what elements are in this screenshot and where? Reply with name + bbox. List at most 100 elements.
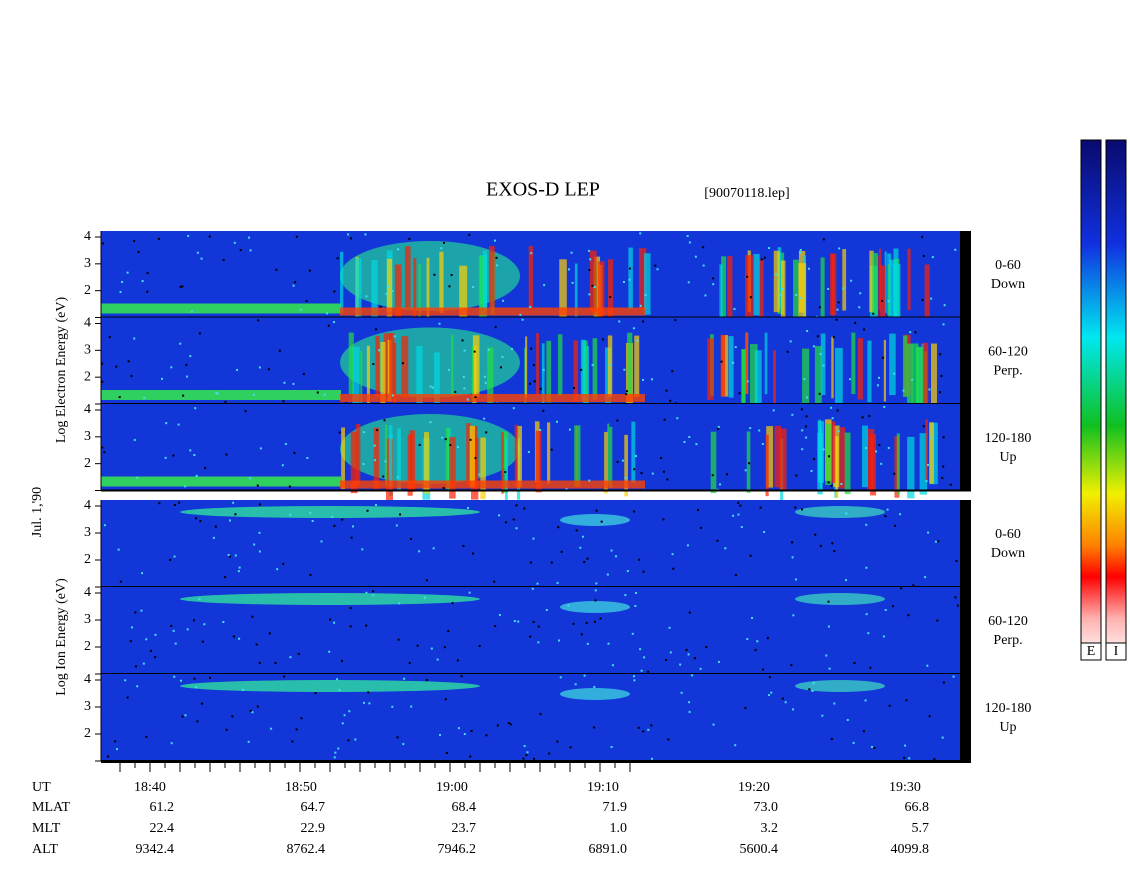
spectrogram-speck <box>189 449 192 452</box>
spectrogram-speck <box>493 580 496 583</box>
spectrogram-speck <box>289 513 292 516</box>
pitch-angle-label: 120-180 <box>985 701 1032 716</box>
spectrogram-streak <box>480 437 486 500</box>
spectrogram-speck <box>669 651 672 654</box>
spectrogram-streak <box>393 342 397 405</box>
spectrogram-speck <box>865 566 868 569</box>
spectrogram-speck <box>811 690 814 693</box>
spectrogram-speck <box>954 596 957 599</box>
spectrogram-speck <box>768 247 771 250</box>
spectrogram-speck <box>862 730 865 733</box>
table-cell: 4099.8 <box>891 842 930 857</box>
file-name: [90070118.lep] <box>704 186 789 201</box>
spectrogram-speck <box>195 686 198 689</box>
spectrogram-speck <box>758 429 761 432</box>
spectrogram-streak <box>764 332 768 395</box>
spectrogram-speck <box>483 375 486 378</box>
spectrogram-streak <box>766 426 774 488</box>
spectrogram-streak <box>573 340 579 402</box>
y-tick-label: 4 <box>84 229 91 244</box>
spectrogram-speck <box>594 599 597 602</box>
spectrogram-speck <box>174 642 177 645</box>
spectrogram-streak <box>604 431 608 494</box>
spectrogram-streak <box>884 251 887 314</box>
spectrogram-streak <box>902 335 908 397</box>
spectrogram-speck <box>838 247 841 250</box>
spectrogram-streak <box>774 425 781 488</box>
spectrogram-speck <box>408 662 411 665</box>
spectrogram-streak <box>609 426 613 489</box>
spectrogram-speck <box>281 464 284 467</box>
spectrogram-speck <box>462 544 465 547</box>
spectrogram-speck <box>146 290 149 293</box>
spectrogram-speck <box>691 674 694 677</box>
spectrogram-speck <box>854 321 857 324</box>
spectrogram-speck <box>882 356 885 359</box>
spectrogram-speck <box>224 400 227 403</box>
spectrogram-streak <box>746 431 751 493</box>
spectrogram-speck <box>249 477 252 480</box>
spectrogram-speck <box>579 546 582 549</box>
spectrogram-speck <box>103 524 106 527</box>
spectrogram-speck <box>581 535 584 538</box>
spectrogram-speck <box>643 656 646 659</box>
spectrogram-speck <box>865 523 868 526</box>
table-cell: 71.9 <box>603 800 628 815</box>
spectrogram-speck <box>365 591 368 594</box>
spectrogram-speck <box>397 638 400 641</box>
spectrogram-speck <box>233 241 236 244</box>
spectrogram-speck <box>943 304 946 307</box>
spectrogram-speck <box>537 625 540 628</box>
colorbar <box>1080 139 1102 661</box>
spectrogram-speck <box>341 518 344 521</box>
spectrogram-speck <box>812 345 815 348</box>
spectrogram-streak <box>741 349 746 411</box>
spectrogram-streak <box>404 246 411 308</box>
spectrogram-speck <box>748 462 751 465</box>
spectrogram-speck <box>136 476 139 479</box>
spectrogram-speck <box>933 758 936 761</box>
spectrogram-streak <box>719 264 723 326</box>
spectrogram-speck <box>423 596 426 599</box>
spectrogram-speck <box>704 294 707 297</box>
spectrogram-speck <box>914 331 917 334</box>
spectrogram-speck <box>227 554 230 557</box>
spectrogram-speck <box>374 459 377 462</box>
spectrogram-streak <box>366 345 370 408</box>
table-cell: 7946.2 <box>438 842 477 857</box>
spectrogram-speck <box>393 335 396 338</box>
spectrogram-speck <box>666 478 669 481</box>
spectrogram-speck <box>341 722 344 725</box>
spectrogram-speck <box>448 285 451 288</box>
spectrogram-streak <box>348 332 354 395</box>
spectrogram-streak <box>889 333 896 396</box>
spectrogram-speck <box>466 398 469 401</box>
spectrogram-speck <box>633 468 636 471</box>
spectrogram-speck <box>391 705 394 708</box>
spectrogram-speck <box>716 539 719 542</box>
spectrogram-speck <box>444 438 447 441</box>
spectrogram-speck <box>253 393 256 396</box>
spectrogram-speck <box>382 475 385 478</box>
spectrogram-speck <box>462 376 465 379</box>
spectrogram-speck <box>835 318 838 321</box>
spectrogram-speck <box>907 614 910 617</box>
spectrogram-speck <box>180 679 183 682</box>
spectrogram-speck <box>633 675 636 678</box>
spectrogram-speck <box>282 562 285 565</box>
spectrogram-streak <box>907 436 915 499</box>
spectrogram-speck <box>567 604 570 607</box>
spectrogram-speck <box>927 531 930 534</box>
spectrogram-speck <box>294 281 297 284</box>
spectrogram-streak <box>505 438 508 501</box>
spectrogram-speck <box>676 417 679 420</box>
spectrogram-speck <box>543 284 546 287</box>
spectrogram-speck <box>333 621 336 624</box>
spectrogram-speck <box>711 474 714 477</box>
spectrogram-speck <box>922 254 925 257</box>
spectrogram-speck <box>366 509 369 512</box>
direction-label: Down <box>991 277 1025 292</box>
spectrogram-streak <box>383 333 392 395</box>
spectrogram-speck <box>672 567 675 570</box>
spectrogram-speck <box>203 623 206 626</box>
